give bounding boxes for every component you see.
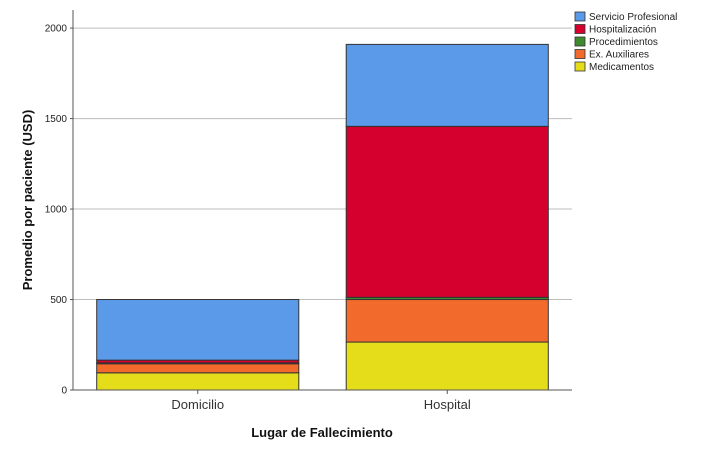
bar-segment bbox=[345, 299, 549, 343]
bar-segment bbox=[345, 125, 549, 298]
x-category-labels: Domicilio Hospital bbox=[171, 390, 471, 412]
legend-swatch bbox=[574, 49, 586, 59]
legend-swatch bbox=[574, 61, 586, 72]
legend-label: Hospitalización bbox=[589, 25, 656, 36]
legend-swatch bbox=[574, 36, 586, 47]
x-axis-title: Lugar de Fallecimiento bbox=[251, 425, 393, 440]
bars bbox=[96, 43, 549, 391]
y-tick-label: 1500 bbox=[45, 114, 68, 125]
y-tick-label: 2000 bbox=[45, 24, 68, 35]
legend: Servicio Profesional HospitalizaciónProce… bbox=[574, 11, 677, 73]
legend-label: Procedimientos bbox=[589, 37, 658, 48]
legend-swatch bbox=[574, 11, 586, 22]
y-tick-label: 500 bbox=[50, 295, 67, 306]
y-tick-label: 1000 bbox=[45, 205, 68, 216]
axes bbox=[72, 10, 572, 391]
bar-segment bbox=[96, 363, 300, 374]
legend-label: Servicio Profesional bbox=[589, 12, 677, 23]
bar-segment bbox=[96, 372, 300, 391]
y-tick-labels: 0 500 1000 1500 2000 bbox=[45, 24, 73, 397]
y-tick-label: 0 bbox=[61, 386, 67, 397]
bar-segment bbox=[345, 43, 549, 127]
x-category-label: Hospital bbox=[424, 397, 471, 412]
y-axis-title: Promedio por paciente (USD) bbox=[20, 110, 35, 291]
bar-segment bbox=[96, 299, 300, 361]
x-category-label: Domicilio bbox=[171, 397, 224, 412]
legend-swatch bbox=[574, 24, 586, 34]
legend-label: Medicamentos bbox=[589, 62, 654, 73]
legend-label: Ex. Auxiliares bbox=[589, 50, 649, 61]
bar-segment bbox=[345, 341, 549, 391]
